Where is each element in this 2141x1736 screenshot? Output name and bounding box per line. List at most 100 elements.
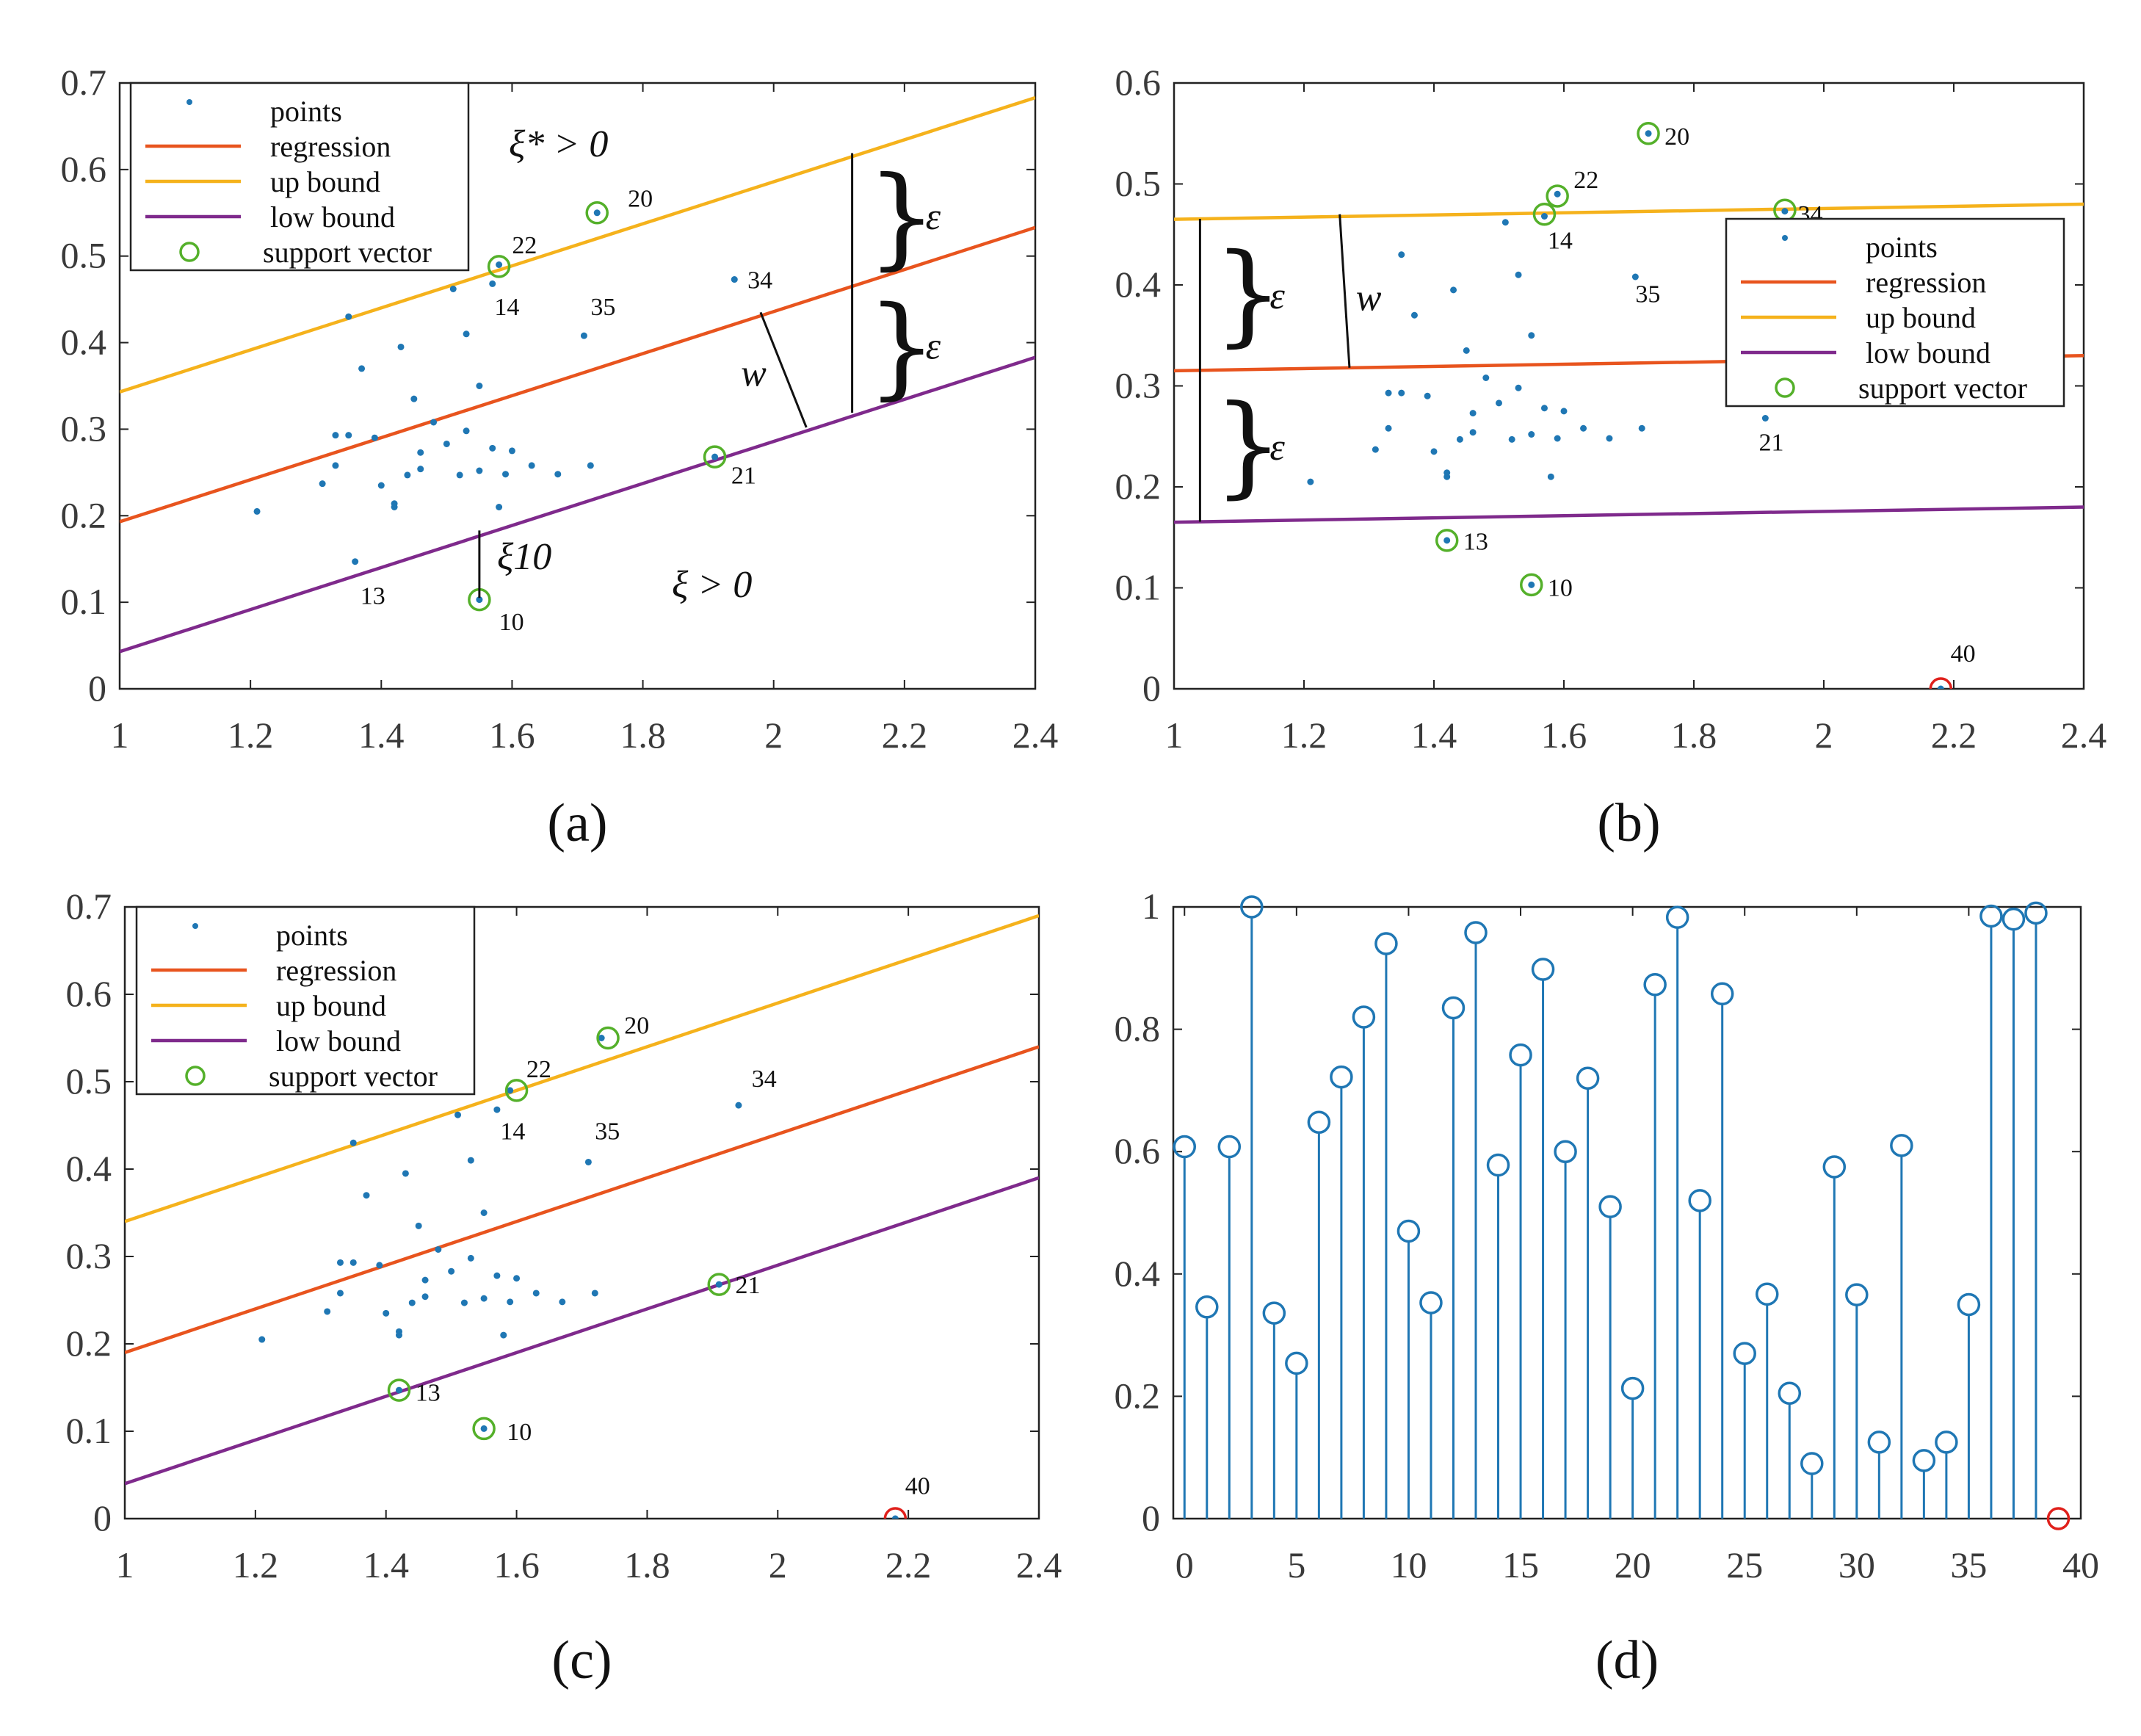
y-tick-label: 0.4 (1115, 264, 1162, 305)
data-point (410, 395, 418, 402)
up-bound-line (1174, 202, 2084, 221)
data-point (371, 434, 378, 441)
data-point (480, 1295, 488, 1302)
data-point (319, 480, 326, 488)
point-label: 10 (1548, 575, 1573, 602)
data-point (349, 1139, 357, 1146)
stem-marker (1195, 1295, 1219, 1319)
plot-area (120, 95, 1035, 654)
legend-support-vector-marker (179, 242, 200, 262)
stem-marker (1173, 1135, 1197, 1159)
data-point (507, 1087, 514, 1094)
stem-marker (1217, 1135, 1242, 1159)
point-label: 14 (500, 1118, 525, 1146)
x-tick-label: 1.6 (489, 715, 535, 756)
stem-marker (1822, 1155, 1847, 1179)
data-point (1528, 431, 1535, 438)
up-bound-line (120, 95, 1035, 394)
stem-marker (1867, 1431, 1891, 1454)
legend-low-bound-label: low bound (270, 200, 395, 234)
y-tick-label: 0.3 (1115, 365, 1162, 406)
stem-marker (1419, 1291, 1443, 1314)
support-vector-marker (1435, 529, 1459, 552)
data-point (417, 466, 424, 473)
support-vector-marker (707, 1273, 731, 1296)
x-tick-label: 1 (116, 1544, 134, 1585)
regression-line (125, 1045, 1039, 1355)
data-point (1385, 424, 1392, 432)
stem-marker (1935, 1431, 1958, 1454)
y-tick-label: 0.2 (1115, 466, 1162, 507)
stem-marker (1957, 1292, 1981, 1317)
w-perpendicular (1338, 214, 1351, 368)
data-point (456, 471, 463, 479)
data-point (1410, 311, 1418, 319)
support-vector-marker (585, 201, 609, 225)
legend-points-label: points (1866, 231, 1938, 264)
x-tick-label: 2.2 (1931, 715, 1977, 756)
data-point (532, 1290, 540, 1297)
point-label: 10 (499, 609, 524, 636)
data-point (476, 383, 483, 389)
support-vector-marker (487, 255, 511, 278)
data-point (1645, 130, 1652, 137)
data-point (396, 1328, 402, 1335)
data-point (1469, 410, 1477, 417)
data-point (417, 449, 424, 456)
y-tick-label: 0 (88, 668, 106, 709)
support-vector-marker (387, 1378, 411, 1402)
point-label: 35 (590, 294, 615, 321)
data-point (467, 1157, 474, 1164)
data-point (454, 1111, 462, 1118)
y-tick-label: 0.6 (66, 973, 112, 1014)
data-point (448, 1267, 455, 1275)
stem-marker (2024, 901, 2048, 925)
support-vector-marker (596, 1026, 620, 1050)
point-label: 13 (361, 583, 385, 610)
x-tick-label: 2.2 (885, 1544, 932, 1585)
data-point (476, 467, 483, 474)
x-tick-label: 15 (1502, 1544, 1539, 1585)
stem-marker (1620, 1376, 1645, 1400)
data-point (421, 1276, 429, 1284)
data-point (460, 1299, 468, 1306)
stem-marker (1845, 1283, 1869, 1306)
y-tick-label: 0.7 (61, 62, 107, 103)
panel-a: 1 1.2 1.4 1.6 1.8 2 2.2 2.4 0 0.1 0.2 0.3 0.4 0.5 0.6 0… (61, 62, 1059, 853)
legend-low-bound-label: low bound (276, 1024, 401, 1057)
xi-star-annotation: ξ* > 0 (509, 123, 608, 165)
x-tick-label: 2.2 (882, 715, 928, 756)
data-point (598, 1035, 605, 1041)
point-label: 13 (1463, 528, 1488, 555)
data-point (345, 313, 352, 320)
y-tick-label: 0.6 (1115, 62, 1162, 103)
data-point (253, 507, 261, 515)
data-point (559, 1298, 566, 1306)
y-tick-label: 0.1 (61, 581, 107, 622)
legend-points-marker (192, 923, 198, 929)
legend-box (1725, 217, 2065, 408)
outlier-marker (1929, 677, 1953, 689)
x-tick-label: 1.8 (1671, 715, 1717, 756)
point-label: 21 (1759, 430, 1784, 457)
point-label: 34 (747, 267, 772, 294)
epsilon-lower-label: ε (926, 326, 941, 368)
data-point (467, 1254, 474, 1262)
data-point (493, 1106, 501, 1113)
stem-marker (1576, 1066, 1600, 1090)
data-point (1937, 685, 1944, 689)
support-vector-marker (1520, 573, 1543, 597)
epsilon-lower-brace: } (867, 283, 937, 411)
y-tick-label: 0.2 (66, 1323, 112, 1364)
data-point (1469, 429, 1477, 436)
support-vector-marker (1637, 122, 1660, 145)
x-tick-label: 1.2 (228, 715, 274, 756)
data-point (376, 1262, 383, 1269)
data-point (513, 1275, 521, 1282)
y-tick-label: 0.1 (1115, 567, 1162, 608)
data-point (507, 1298, 514, 1306)
point-label: 14 (1548, 228, 1573, 255)
data-point (1482, 375, 1490, 381)
data-point (489, 444, 496, 452)
